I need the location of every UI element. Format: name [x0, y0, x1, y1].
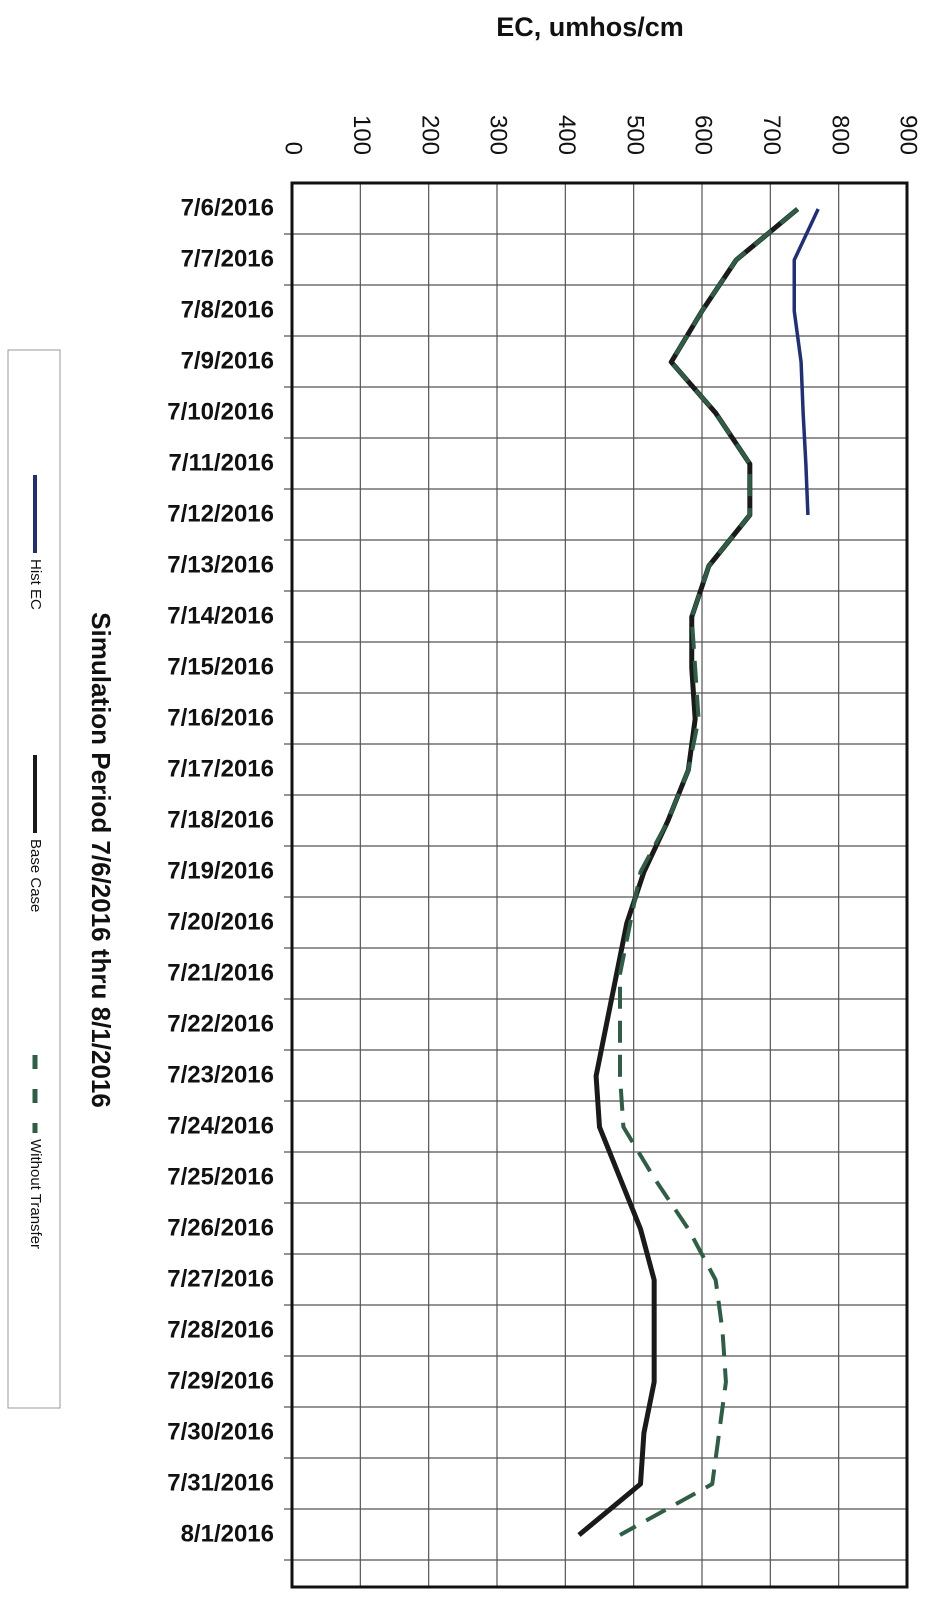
y-tick-label: 8/1/2016 [181, 1520, 274, 1547]
y-tick-label: 7/13/2016 [167, 551, 274, 578]
grid [284, 183, 908, 1587]
legend-label: Base Case [27, 839, 44, 912]
y-tick-label: 7/21/2016 [167, 959, 274, 986]
y-tick-label: 7/6/2016 [181, 194, 274, 221]
x-tick-label: 400 [553, 115, 580, 155]
lines [577, 207, 820, 1537]
series-line [792, 208, 820, 516]
x-axis-title: EC, umhos/cm [496, 12, 684, 42]
y-tick-label: 7/18/2016 [167, 806, 274, 833]
y-tick-label: 7/9/2016 [181, 347, 274, 374]
y-tick-label: 7/25/2016 [167, 1163, 274, 1190]
y-tick-label: 7/7/2016 [181, 245, 274, 272]
y-tick-label: 7/22/2016 [167, 1010, 274, 1037]
y-tick-label: 7/28/2016 [167, 1316, 274, 1343]
y-tick-label: 7/24/2016 [167, 1112, 274, 1139]
y-tick-label: 7/23/2016 [167, 1061, 274, 1088]
y-tick-label: 7/17/2016 [167, 755, 274, 782]
y-tick-label: 7/30/2016 [167, 1418, 274, 1445]
y-tick-label: 7/11/2016 [169, 449, 274, 476]
y-tick-label: 7/26/2016 [167, 1214, 274, 1241]
y-tick-label: 7/16/2016 [167, 704, 274, 731]
y-tick-label: 7/15/2016 [167, 653, 274, 680]
y-tick-label: 7/10/2016 [167, 398, 274, 425]
plot-frame [290, 181, 909, 1589]
series-line [618, 207, 799, 1537]
y-tick-label: 7/14/2016 [167, 602, 274, 629]
series-line [577, 207, 800, 1537]
legend-label: Hist EC [27, 559, 44, 610]
x-tick-label: 200 [416, 115, 443, 155]
x-tick-label: 600 [690, 115, 717, 155]
x-tick-label: 300 [485, 115, 512, 155]
y-tick-label: 7/29/2016 [167, 1367, 274, 1394]
legend-label: Without Transfer [27, 1139, 44, 1249]
x-tick-label: 500 [621, 115, 648, 155]
y-axis-title: Simulation Period 7/6/2016 thru 8/1/2016 [86, 612, 116, 1108]
y-tick-label: 7/12/2016 [167, 500, 274, 527]
y-tick-label: 7/19/2016 [167, 857, 274, 884]
y-tick-label: 7/8/2016 [181, 296, 274, 323]
x-tick-label: 100 [348, 115, 375, 155]
y-tick-label: 7/27/2016 [167, 1265, 274, 1292]
x-tick-label: 900 [895, 115, 922, 155]
x-tick-label: 700 [758, 115, 785, 155]
x-tick-label: 0 [280, 142, 307, 155]
y-tick-label: 7/31/2016 [167, 1469, 274, 1496]
y-tick-label: 7/20/2016 [167, 908, 274, 935]
x-tick-label: 800 [826, 115, 853, 155]
